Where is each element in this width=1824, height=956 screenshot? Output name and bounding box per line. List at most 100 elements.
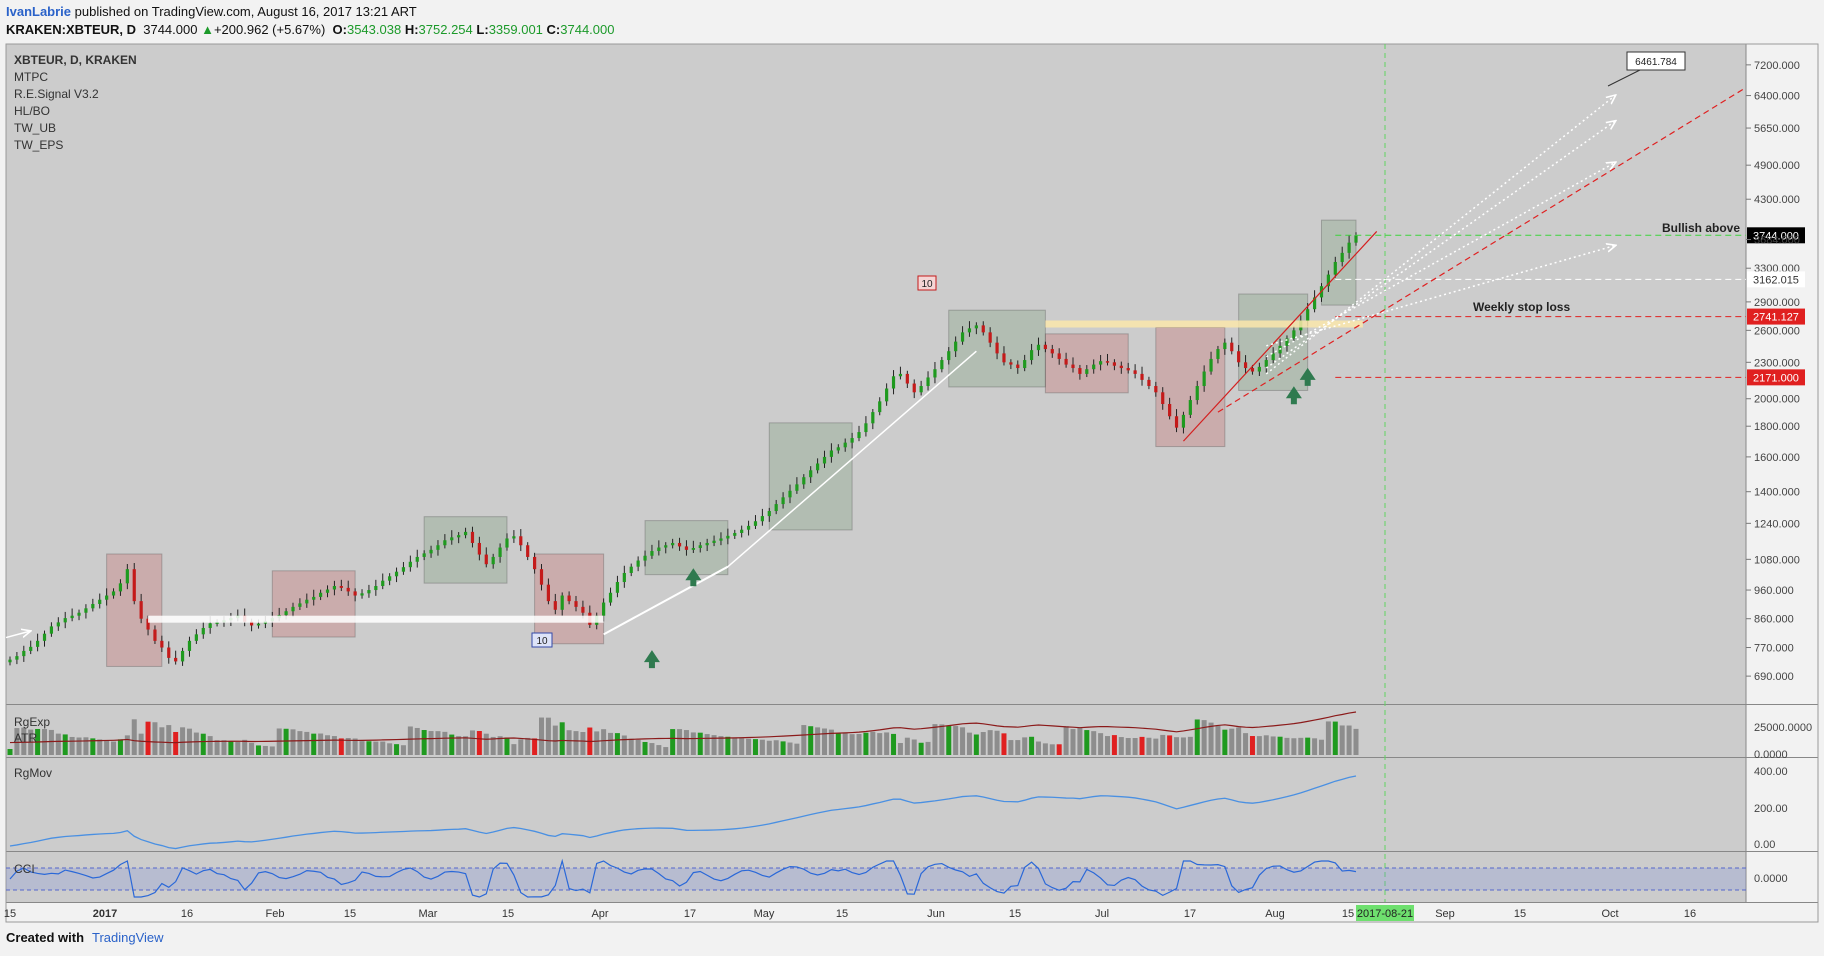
- volume-bar: [1153, 738, 1159, 755]
- candle-body: [1029, 350, 1034, 361]
- candle-body: [42, 633, 47, 641]
- volume-bar: [463, 736, 469, 755]
- volume-bar: [973, 734, 979, 755]
- trendline-white: [727, 350, 977, 568]
- candle-body: [1140, 373, 1144, 380]
- volume-bar: [559, 722, 565, 755]
- y-tick-label: 5650.000: [1754, 123, 1800, 135]
- rgmov-pane[interactable]: [6, 758, 1746, 851]
- candle-body: [705, 542, 709, 546]
- candle-body: [63, 618, 67, 623]
- x-tick-label: 15: [502, 908, 514, 920]
- volume-bar: [545, 717, 551, 755]
- candle-body: [1105, 361, 1110, 363]
- candle-body: [795, 484, 799, 491]
- volume-pane[interactable]: [6, 705, 1746, 757]
- price-axis[interactable]: [1746, 44, 1818, 902]
- volume-bar: [90, 738, 96, 755]
- candle-body: [1333, 261, 1337, 275]
- channel-line: [1182, 231, 1378, 442]
- volume-bar: [1332, 721, 1338, 755]
- volume-bar: [435, 731, 441, 755]
- candle-body: [98, 599, 102, 604]
- y-tick-label: 4900.000: [1754, 160, 1800, 172]
- candle-body: [622, 572, 626, 583]
- candle-body: [974, 325, 978, 329]
- candle-body: [215, 622, 219, 624]
- candle-body: [77, 612, 81, 616]
- y-tick-label: 960.000: [1754, 585, 1794, 597]
- candle-body: [677, 542, 682, 547]
- candle-body: [1168, 404, 1172, 417]
- candle-body: [15, 656, 19, 660]
- candle-body: [1154, 386, 1158, 393]
- x-tick-label: 17: [684, 908, 696, 920]
- candle-body: [954, 341, 958, 352]
- cci-pane[interactable]: [6, 852, 1746, 902]
- candle-body: [753, 521, 758, 526]
- volume-bar: [214, 740, 220, 755]
- buy-signal-icon: [643, 650, 660, 669]
- volume-bar: [835, 733, 841, 755]
- volume-bar: [21, 727, 27, 755]
- candle-body: [967, 328, 972, 333]
- pane-tick-label: 200.00: [1754, 803, 1788, 815]
- volume-bar: [752, 739, 758, 755]
- candle-body: [1271, 353, 1275, 361]
- candle-body: [1126, 368, 1130, 371]
- candle-body: [49, 626, 54, 634]
- author-link[interactable]: IvanLabrie: [6, 4, 72, 19]
- footer-brand[interactable]: TradingView: [92, 930, 164, 945]
- target-callout: [1626, 51, 1686, 71]
- volume-bar: [1167, 735, 1173, 755]
- price-badge-text: 3162.015: [1753, 274, 1799, 286]
- quote-close-label: C:: [546, 22, 561, 37]
- volume-bar: [897, 743, 903, 755]
- volume-bar: [621, 735, 627, 755]
- support-band: [148, 615, 604, 623]
- candle-body: [843, 442, 847, 448]
- buy-signal-icon: [1285, 386, 1302, 405]
- volume-bar: [787, 742, 793, 755]
- price-pane[interactable]: [6, 44, 1746, 704]
- candle-body: [1174, 416, 1179, 428]
- pane-tick-label: 0.00: [1754, 839, 1775, 851]
- volume-bar: [828, 729, 834, 755]
- candle-body: [733, 532, 737, 536]
- candle-body: [553, 601, 557, 610]
- y-tick-label: 860.000: [1754, 614, 1794, 626]
- volume-bar: [911, 739, 917, 755]
- volume-bar: [877, 733, 883, 755]
- candle-body: [643, 555, 647, 561]
- volume-bar: [469, 730, 475, 755]
- price-badge-text: 2741.127: [1753, 312, 1799, 324]
- trendline-white: [603, 565, 729, 636]
- candle-body: [249, 621, 254, 626]
- y-tick-label: 1080.000: [1754, 554, 1800, 566]
- volume-bar: [987, 730, 993, 755]
- x-tick-label: 15: [1514, 908, 1526, 920]
- quote-symbol: KRAKEN:XBTEUR, D: [6, 22, 136, 37]
- volume-bar: [14, 728, 20, 755]
- candle-body: [636, 560, 640, 567]
- volume-bar: [456, 736, 462, 755]
- volume-bar: [83, 737, 89, 755]
- candle-body: [581, 606, 585, 613]
- candle-body: [574, 601, 578, 607]
- volume-bar: [1229, 728, 1235, 755]
- target-callout-text: 6461.784: [1635, 57, 1677, 68]
- volume-bar: [152, 722, 158, 755]
- volume-bar: [325, 735, 331, 755]
- candle-body: [1306, 309, 1310, 321]
- volume-bar: [1339, 725, 1345, 755]
- volume-bar: [532, 738, 538, 755]
- volume-bar: [407, 726, 413, 755]
- candle-body: [8, 659, 12, 663]
- price-badge-text: 2171.000: [1753, 372, 1799, 384]
- y-tick-label: 2300.000: [1754, 357, 1800, 369]
- volume-bar: [1174, 737, 1180, 755]
- volume-bar: [808, 726, 814, 755]
- volume-bar: [1049, 744, 1055, 755]
- volume-bar: [670, 729, 676, 755]
